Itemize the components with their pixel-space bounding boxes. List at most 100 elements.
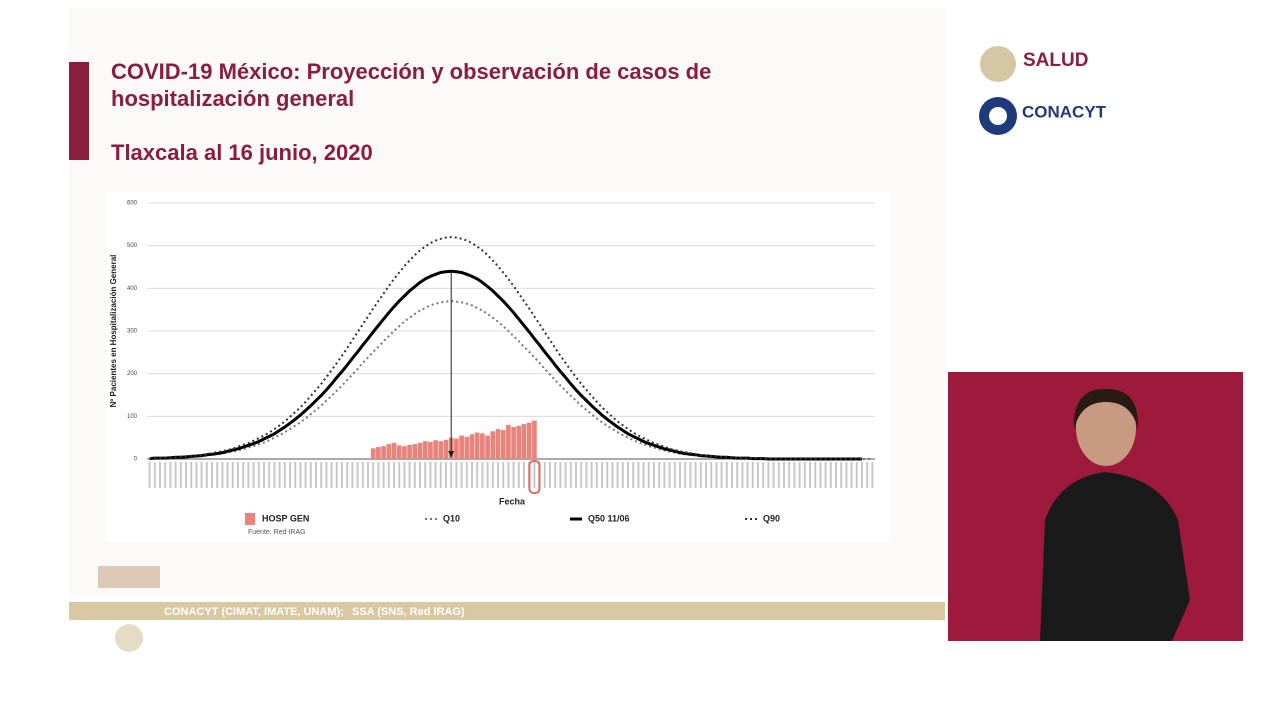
x-tick-label-blur [793,462,796,488]
x-tick-label-blur [221,462,224,488]
x-tick-label-blur [325,462,328,488]
x-tick-label-blur [268,462,271,488]
date-highlight [528,460,541,494]
x-tick-label-blur [434,462,437,488]
x-tick-label-blur [575,462,577,488]
x-tick-label-blur [502,462,505,488]
bar [443,439,449,459]
interpreter-hair [1073,388,1139,430]
x-tick-label-blur [788,462,791,488]
x-tick-label-blur [871,462,874,488]
x-tick-label-blur [569,462,572,488]
x-tick-label-blur [736,462,739,488]
x-tick-label-blur [606,462,609,488]
x-axis-label: Fecha [499,496,526,506]
x-tick-label-blur [278,462,281,488]
bar [376,447,381,459]
x-tick-label-blur [242,462,245,488]
x-tick-label-blur [309,462,312,488]
x-tick-label-blur [809,462,811,488]
x-tick-label-blur [554,462,557,488]
x-tick-label-blur [460,462,463,488]
bar [386,444,392,459]
x-tick-label-blur [237,462,239,488]
x-tick-label-blur [247,462,250,488]
bar [454,438,459,459]
x-tick-label-blur [564,462,567,488]
x-tick-label-blur [200,462,203,488]
y-tick-label: 300 [127,329,138,335]
bar [407,444,412,459]
bar [521,424,527,459]
x-tick-label-blur [465,462,468,488]
x-tick-label-blur [315,462,317,488]
x-tick-label-blur [351,462,354,488]
x-tick-label-blur [393,462,395,488]
x-tick-label-blur [174,462,177,488]
x-tick-label-blur [335,462,338,488]
x-tick-label-blur [523,462,525,488]
bar [474,432,480,459]
y-tick-label: 400 [127,286,138,292]
x-tick-label-blur [299,462,302,488]
bar [495,429,501,459]
x-tick-label-blur [533,462,536,488]
x-tick-label-blur [694,462,697,488]
x-tick-label-blur [382,462,385,488]
x-tick-label-blur [720,462,723,488]
y-axis-label: Nº Pacientes en Hospitalización General [109,255,118,408]
x-tick-label-blur [455,462,458,488]
x-tick-label-blur [777,462,780,488]
bar [433,440,438,459]
x-tick-label-blur [398,462,401,488]
footer-emblem [115,624,143,652]
y-tick-label: 600 [127,201,138,207]
x-tick-label-blur [668,462,671,488]
x-tick-label-blur [679,462,681,488]
x-tick-label-blur [840,462,843,488]
x-tick-label-blur [341,462,343,488]
x-tick-label-blur [772,462,775,488]
line-series [149,236,862,460]
x-tick-label-blur [372,462,375,488]
x-tick-label-blur [205,462,208,488]
x-tick-label-blur [814,462,817,488]
x-tick-label-blur [580,462,583,488]
footer-band [69,602,945,620]
bar [438,441,444,459]
x-tick-label-blur [705,462,707,488]
legend-label: Q90 [763,513,780,523]
x-tick-label-blur [439,462,442,488]
line-series [149,269,862,461]
x-tick-label-blur [653,462,655,488]
x-tick-label-blur [445,462,447,488]
x-tick-label-blur [320,462,323,488]
y-tick-label: 500 [127,243,138,249]
bar [428,441,433,459]
conacyt-emblem-center [989,107,1007,125]
x-tick-label-blur [824,462,827,488]
x-tick-label-blur [387,462,390,488]
x-tick-label-blur [377,462,380,488]
x-tick-label-blur [757,462,759,488]
bar [459,435,464,459]
salud-emblem [980,46,1016,82]
x-tick-label-blur [497,462,499,488]
peak-arrowhead [448,451,455,458]
x-tick-label-blur [684,462,687,488]
x-tick-label-blur [450,462,453,488]
bar [417,442,423,459]
bar [526,422,532,459]
x-tick-label-blur [601,462,603,488]
y-tick-label: 0 [134,457,138,463]
footer-credit: SSA (SNS, Red IRAG) [352,606,465,618]
x-tick-label-blur [746,462,749,488]
interpreter-body [1040,472,1190,641]
x-tick-label-blur [367,462,369,488]
x-tick-label-blur [543,462,546,488]
logo-salud: SALUD [1023,50,1088,71]
x-tick-label-blur [798,462,801,488]
footer-credit: CONACYT (CIMAT, IMATE, UNAM); [164,606,344,618]
x-tick-label-blur [419,462,421,488]
source-note: Fuente: Red IRAG [248,529,306,536]
